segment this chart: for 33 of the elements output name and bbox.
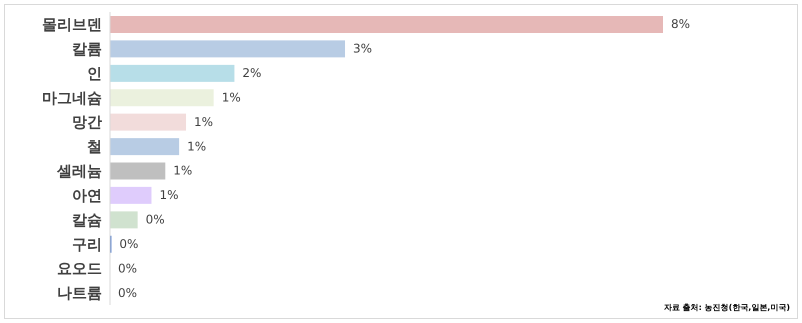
y-tick-label: 인 <box>87 64 102 82</box>
data-label: 1% <box>222 90 241 104</box>
bar <box>110 114 186 131</box>
data-label: 1% <box>194 114 214 129</box>
y-tick-label: 철 <box>87 138 102 156</box>
data-label: 0% <box>146 212 165 227</box>
data-label: 0% <box>118 261 138 276</box>
y-tick-label: 요오드 <box>57 260 102 278</box>
y-tick-label: 셀레늄 <box>56 162 102 180</box>
y-tick-label: 칼륨 <box>72 40 102 58</box>
data-label: 3% <box>353 42 372 56</box>
y-tick-label: 칼슘 <box>72 210 102 229</box>
bar <box>110 40 346 58</box>
y-tick-label: 마그네슘 <box>42 88 102 107</box>
bar <box>110 89 214 106</box>
bar <box>110 186 152 204</box>
bar <box>110 138 180 156</box>
data-label: 1% <box>159 188 179 202</box>
data-label: 2% <box>242 66 262 80</box>
data-label: 1% <box>187 139 206 154</box>
data-label: 8% <box>671 17 690 32</box>
text: 자료 출처: 농진청(한국,일본,미국) <box>664 302 790 313</box>
bar <box>110 64 234 82</box>
data-label: 0% <box>119 236 138 251</box>
y-tick-label: 나트륨 <box>57 284 102 302</box>
y-tick-label: 아연 <box>72 186 102 204</box>
y-tick-label: 몰리브덴 <box>42 16 102 34</box>
bar <box>110 162 166 180</box>
data-label: 0% <box>118 286 138 300</box>
y-tick-label: 망간 <box>72 113 102 132</box>
y-tick-label: 구리 <box>72 235 102 254</box>
bar <box>110 16 663 33</box>
data-label: 1% <box>173 164 192 178</box>
